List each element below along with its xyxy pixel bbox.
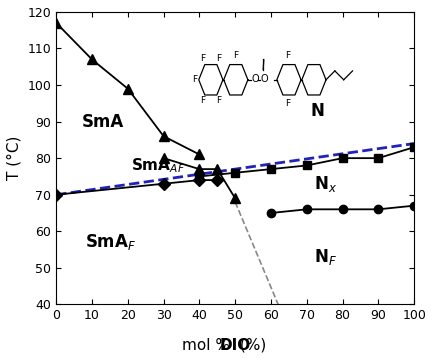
Text: DIO: DIO: [220, 338, 251, 353]
Text: SmA$_{AF}$: SmA$_{AF}$: [131, 156, 186, 175]
Text: SmA: SmA: [81, 113, 123, 131]
Text: N: N: [310, 102, 324, 120]
Text: mol %: mol %: [182, 338, 235, 353]
Text: (%): (%): [235, 338, 266, 353]
Text: N$_F$: N$_F$: [314, 247, 337, 267]
Text: SmA$_F$: SmA$_F$: [85, 232, 136, 252]
Text: N$_x$: N$_x$: [314, 174, 337, 194]
Y-axis label: T (°C): T (°C): [7, 136, 22, 180]
